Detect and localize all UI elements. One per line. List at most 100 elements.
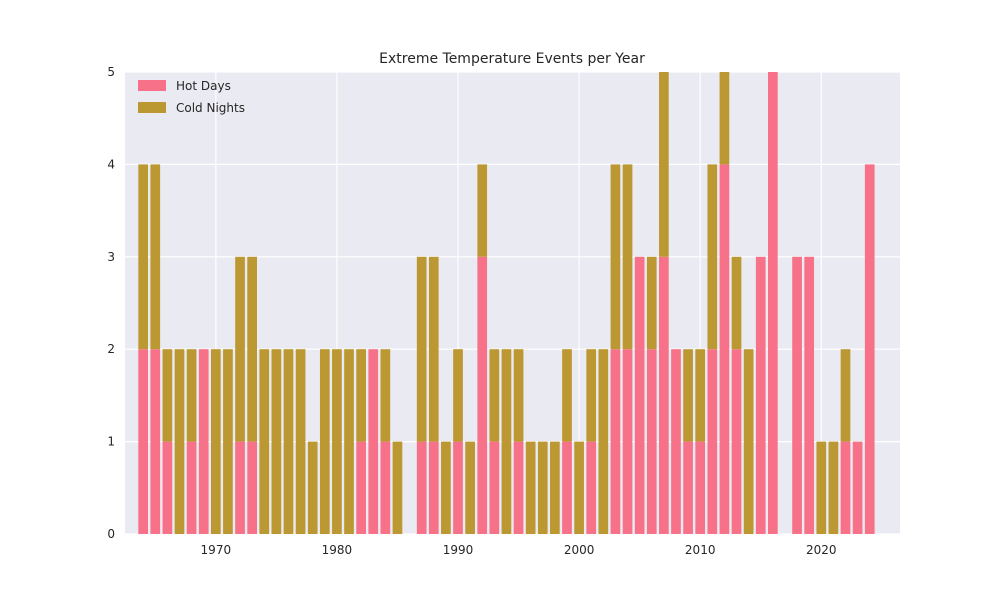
bar-hot-days bbox=[586, 441, 597, 534]
bar-cold-nights bbox=[659, 72, 669, 257]
bar-cold-nights bbox=[465, 441, 475, 534]
legend-swatch bbox=[138, 102, 166, 113]
legend-label: Hot Days bbox=[176, 79, 231, 93]
bar-cold-nights bbox=[150, 164, 161, 350]
bar-cold-nights bbox=[646, 256, 657, 350]
legend-swatch bbox=[138, 80, 166, 91]
bar-cold-nights bbox=[695, 349, 706, 442]
bar-cold-nights bbox=[477, 164, 488, 257]
bar-hot-days bbox=[695, 441, 706, 534]
bar-hot-days bbox=[646, 349, 657, 534]
bar-hot-days bbox=[622, 349, 633, 534]
bar-hot-days bbox=[198, 349, 209, 534]
bar-cold-nights bbox=[622, 164, 633, 350]
x-tick-label: 2010 bbox=[685, 543, 716, 557]
bars-layer bbox=[138, 72, 875, 534]
bar-hot-days bbox=[659, 256, 669, 534]
bar-cold-nights bbox=[138, 164, 149, 350]
bar-cold-nights bbox=[356, 349, 366, 442]
bar-cold-nights bbox=[247, 256, 257, 442]
bar-hot-days bbox=[235, 441, 245, 534]
bar-cold-nights bbox=[174, 349, 185, 534]
bar-cold-nights bbox=[223, 349, 233, 534]
bar-cold-nights bbox=[283, 349, 294, 534]
chart-title: Extreme Temperature Events per Year bbox=[379, 51, 645, 67]
bar-cold-nights bbox=[840, 349, 851, 442]
bar-hot-days bbox=[804, 256, 815, 534]
bar-hot-days bbox=[368, 349, 379, 534]
bar-cold-nights bbox=[610, 164, 621, 350]
bar-hot-days bbox=[380, 441, 391, 534]
bar-hot-days bbox=[453, 441, 463, 534]
bar-cold-nights bbox=[562, 349, 572, 442]
bar-cold-nights bbox=[344, 349, 354, 534]
legend: Hot Days Cold Nights bbox=[138, 79, 245, 115]
bar-cold-nights bbox=[295, 349, 306, 534]
y-tick-label: 0 bbox=[107, 527, 115, 541]
bar-cold-nights bbox=[235, 256, 245, 442]
bar-cold-nights bbox=[574, 441, 584, 534]
bar-hot-days bbox=[138, 349, 149, 534]
y-tick-label: 1 bbox=[107, 435, 115, 449]
bar-hot-days bbox=[707, 349, 718, 534]
bar-cold-nights bbox=[319, 349, 330, 534]
bar-cold-nights bbox=[416, 256, 427, 442]
bar-cold-nights bbox=[513, 349, 524, 442]
bar-cold-nights bbox=[210, 349, 221, 534]
x-tick-label: 1970 bbox=[201, 543, 232, 557]
bar-cold-nights bbox=[731, 256, 742, 350]
bar-hot-days bbox=[428, 441, 439, 534]
bar-cold-nights bbox=[525, 441, 536, 534]
y-tick-label: 4 bbox=[107, 157, 115, 171]
bar-hot-days bbox=[731, 349, 742, 534]
x-tick-label: 1980 bbox=[322, 543, 353, 557]
bar-cold-nights bbox=[453, 349, 463, 442]
bar-cold-nights bbox=[428, 256, 439, 442]
bar-cold-nights bbox=[489, 349, 500, 442]
bar-hot-days bbox=[247, 441, 257, 534]
bar-hot-days bbox=[477, 256, 488, 534]
bar-cold-nights bbox=[186, 349, 197, 442]
bar-cold-nights bbox=[816, 441, 827, 534]
bar-hot-days bbox=[416, 441, 427, 534]
y-tick-label: 2 bbox=[107, 342, 115, 356]
bar-cold-nights bbox=[380, 349, 391, 442]
bar-hot-days bbox=[489, 441, 500, 534]
x-tick-label: 2000 bbox=[564, 543, 595, 557]
bar-hot-days bbox=[162, 441, 173, 534]
bar-cold-nights bbox=[441, 441, 451, 534]
bar-cold-nights bbox=[550, 441, 560, 534]
bar-cold-nights bbox=[586, 349, 597, 442]
bar-cold-nights bbox=[743, 349, 754, 534]
bar-hot-days bbox=[513, 441, 524, 534]
ticks-layer: 0 1 2 3 4 5 1970 1980 1990 2000 2010 2020 bbox=[107, 65, 836, 557]
bar-hot-days bbox=[562, 441, 572, 534]
bar-cold-nights bbox=[828, 441, 839, 534]
bar-hot-days bbox=[634, 256, 645, 534]
bar-hot-days bbox=[150, 349, 161, 534]
bar-cold-nights bbox=[307, 441, 318, 534]
bar-cold-nights bbox=[598, 349, 609, 534]
bar-cold-nights bbox=[707, 164, 718, 350]
bar-hot-days bbox=[852, 441, 863, 534]
bar-hot-days bbox=[768, 72, 778, 534]
legend-label: Cold Nights bbox=[176, 101, 245, 115]
bar-cold-nights bbox=[683, 349, 693, 442]
bar-cold-nights bbox=[501, 349, 512, 534]
x-tick-label: 2020 bbox=[806, 543, 837, 557]
y-tick-label: 3 bbox=[107, 250, 115, 264]
bar-hot-days bbox=[719, 164, 730, 534]
bar-hot-days bbox=[792, 256, 802, 534]
bar-cold-nights bbox=[719, 72, 730, 165]
bar-cold-nights bbox=[259, 349, 270, 534]
bar-cold-nights bbox=[271, 349, 282, 534]
bar-hot-days bbox=[755, 256, 766, 534]
bar-cold-nights bbox=[392, 441, 403, 534]
y-tick-label: 5 bbox=[107, 65, 115, 79]
bar-hot-days bbox=[186, 441, 197, 534]
bar-hot-days bbox=[864, 164, 875, 534]
x-tick-label: 1990 bbox=[443, 543, 474, 557]
bar-cold-nights bbox=[332, 349, 342, 534]
